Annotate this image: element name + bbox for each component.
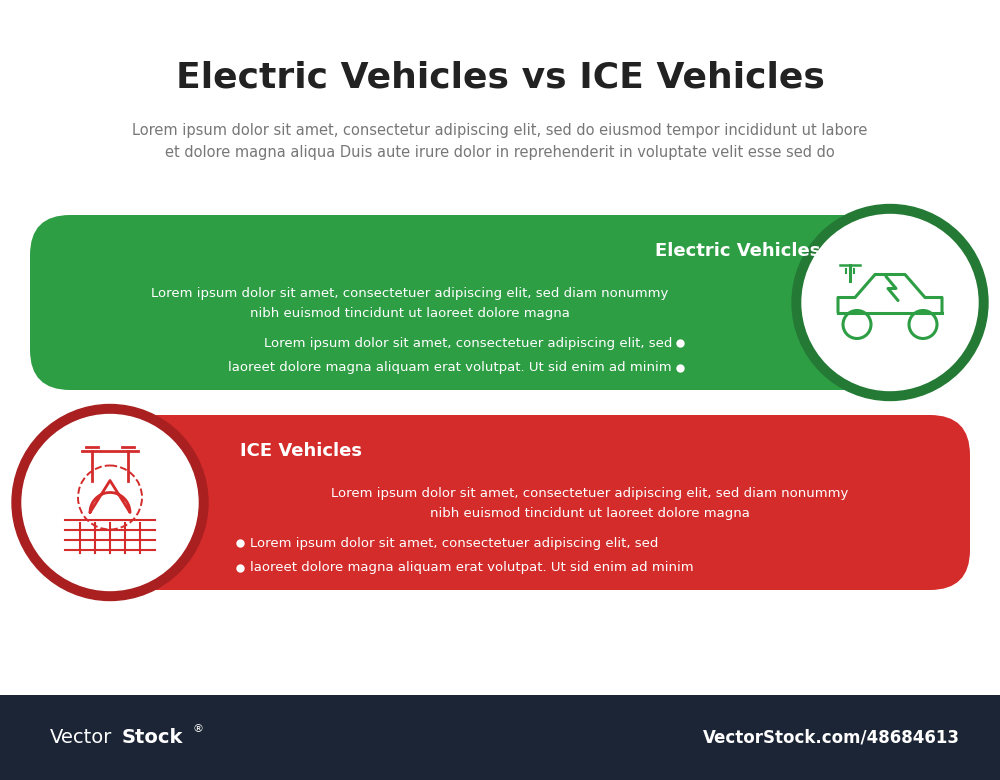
Text: Lorem ipsum dolor sit amet, consectetuer adipiscing elit, sed diam nonummy: Lorem ipsum dolor sit amet, consectetuer… bbox=[151, 286, 669, 300]
Text: Lorem ipsum dolor sit amet, consectetuer adipiscing elit, sed: Lorem ipsum dolor sit amet, consectetuer… bbox=[264, 336, 672, 349]
Text: Vector: Vector bbox=[50, 728, 112, 747]
Text: Lorem ipsum dolor sit amet, consectetuer adipiscing elit, sed: Lorem ipsum dolor sit amet, consectetuer… bbox=[250, 537, 658, 549]
Text: laoreet dolore magna aliquam erat volutpat. Ut sid enim ad minim: laoreet dolore magna aliquam erat volutp… bbox=[228, 361, 672, 374]
Text: Stock: Stock bbox=[122, 728, 183, 747]
Circle shape bbox=[802, 215, 978, 391]
Text: Electric Vehicles: Electric Vehicles bbox=[655, 242, 820, 260]
Text: laoreet dolore magna aliquam erat volutpat. Ut sid enim ad minim: laoreet dolore magna aliquam erat volutp… bbox=[250, 562, 694, 575]
Circle shape bbox=[12, 405, 208, 601]
Text: VectorStock.com/48684613: VectorStock.com/48684613 bbox=[703, 729, 960, 746]
Text: nibh euismod tincidunt ut laoreet dolore magna: nibh euismod tincidunt ut laoreet dolore… bbox=[430, 506, 750, 519]
Text: nibh euismod tincidunt ut laoreet dolore magna: nibh euismod tincidunt ut laoreet dolore… bbox=[250, 307, 570, 320]
Text: Electric Vehicles vs ICE Vehicles: Electric Vehicles vs ICE Vehicles bbox=[176, 61, 824, 95]
Circle shape bbox=[792, 204, 988, 400]
Text: Lorem ipsum dolor sit amet, consectetur adipiscing elit, sed do eiusmod tempor i: Lorem ipsum dolor sit amet, consectetur … bbox=[132, 122, 868, 137]
Circle shape bbox=[22, 414, 198, 590]
Text: et dolore magna aliqua Duis aute irure dolor in reprehenderit in voluptate velit: et dolore magna aliqua Duis aute irure d… bbox=[165, 144, 835, 159]
FancyBboxPatch shape bbox=[0, 695, 1000, 780]
Text: ®: ® bbox=[193, 725, 204, 735]
Text: ICE Vehicles: ICE Vehicles bbox=[240, 442, 362, 460]
FancyBboxPatch shape bbox=[100, 415, 970, 590]
FancyBboxPatch shape bbox=[30, 215, 900, 390]
Text: Lorem ipsum dolor sit amet, consectetuer adipiscing elit, sed diam nonummy: Lorem ipsum dolor sit amet, consectetuer… bbox=[331, 487, 849, 499]
